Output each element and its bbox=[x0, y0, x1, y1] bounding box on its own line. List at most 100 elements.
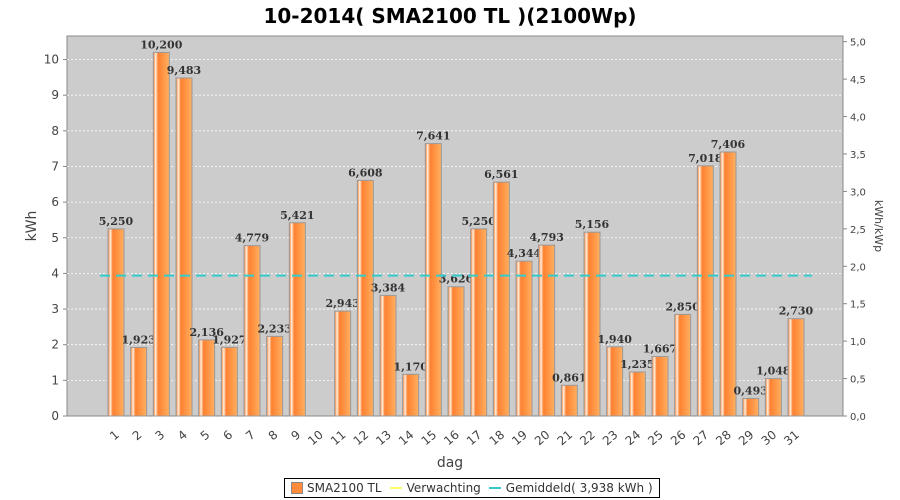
x-tick-label: 23 bbox=[600, 428, 621, 449]
legend-item-average: Gemiddeld( 3,938 kWh ) bbox=[505, 481, 653, 495]
y2-tick-label: 0,5 bbox=[850, 375, 866, 386]
bar-value-label: 3,384 bbox=[371, 281, 406, 294]
legend-item-expected: Verwachting bbox=[406, 481, 481, 495]
bar bbox=[492, 181, 510, 417]
bar bbox=[447, 286, 465, 417]
y-tick-label: 6 bbox=[51, 195, 59, 209]
x-tick-label: 6 bbox=[220, 428, 235, 444]
bar-value-label: 2,850 bbox=[665, 300, 700, 313]
bar-value-label: 6,608 bbox=[348, 166, 383, 179]
bar-value-label: 4,779 bbox=[235, 232, 269, 245]
bar bbox=[243, 245, 261, 417]
x-tick-label: 3 bbox=[152, 428, 167, 444]
bar bbox=[742, 397, 760, 417]
bar-value-label: 5,421 bbox=[280, 209, 314, 222]
bar bbox=[470, 228, 488, 417]
x-tick-label: 17 bbox=[464, 428, 485, 449]
bar-value-label: 1,048 bbox=[756, 365, 791, 378]
bar bbox=[402, 373, 420, 417]
x-tick-label: 25 bbox=[645, 428, 666, 449]
bar-value-label: 9,483 bbox=[167, 64, 201, 77]
x-tick-label: 4 bbox=[175, 428, 190, 444]
legend-swatch-bar bbox=[291, 482, 303, 494]
y2-tick-label: 4,5 bbox=[850, 75, 866, 86]
bar bbox=[356, 179, 374, 417]
bar bbox=[764, 378, 782, 417]
legend-swatch-average bbox=[488, 487, 501, 489]
bar bbox=[628, 371, 646, 417]
y-tick-label: 10 bbox=[44, 53, 59, 67]
bar-value-label: 7,018 bbox=[688, 152, 723, 165]
y-tick-label: 0 bbox=[51, 409, 59, 423]
bar-value-label: 1,235 bbox=[620, 358, 654, 371]
bar bbox=[651, 356, 669, 417]
x-tick-label: 28 bbox=[713, 428, 734, 449]
bar-value-label: 4,793 bbox=[529, 231, 563, 244]
bar-value-label: 4,344 bbox=[507, 247, 542, 260]
bar-value-label: 2,233 bbox=[257, 322, 291, 335]
bar-value-label: 2,136 bbox=[189, 326, 224, 339]
bar bbox=[696, 165, 714, 417]
x-tick-label: 13 bbox=[373, 428, 394, 449]
bar-value-label: 1,940 bbox=[597, 333, 632, 346]
bar bbox=[152, 51, 170, 417]
x-tick-label: 29 bbox=[736, 428, 757, 449]
y2-axis-label: kWh/kWp bbox=[872, 200, 885, 252]
y-tick-label: 4 bbox=[51, 266, 59, 280]
x-tick-label: 14 bbox=[396, 428, 417, 449]
bar-value-label: 5,250 bbox=[461, 215, 496, 228]
bar bbox=[560, 384, 578, 417]
y2-tick-label: 2,5 bbox=[850, 225, 866, 236]
x-tick-label: 19 bbox=[509, 428, 530, 449]
x-tick-label: 27 bbox=[691, 428, 712, 449]
x-tick-label: 5 bbox=[198, 428, 213, 444]
y2-tick-label: 1,5 bbox=[850, 300, 866, 311]
bar bbox=[288, 222, 306, 417]
bar-value-label: 0,861 bbox=[552, 371, 586, 384]
x-tick-label: 15 bbox=[419, 428, 440, 449]
bar-value-label: 1,927 bbox=[212, 333, 246, 346]
x-tick-label: 22 bbox=[577, 428, 598, 449]
x-tick-label: 8 bbox=[266, 428, 281, 444]
y-tick-label: 2 bbox=[51, 338, 59, 352]
bar bbox=[583, 231, 601, 417]
bar bbox=[606, 346, 624, 417]
y2-tick-label: 1,0 bbox=[850, 337, 866, 348]
bar bbox=[787, 318, 805, 417]
x-tick-label: 11 bbox=[328, 428, 349, 449]
bar-value-label: 7,406 bbox=[711, 138, 746, 151]
y2-tick-label: 3,5 bbox=[850, 150, 866, 161]
bar bbox=[220, 346, 238, 417]
bar-value-label: 1,667 bbox=[643, 343, 677, 356]
x-tick-label: 12 bbox=[351, 428, 372, 449]
y-tick-label: 9 bbox=[51, 88, 59, 102]
legend: SMA2100 TL Verwachting Gemiddeld( 3,938 … bbox=[284, 478, 660, 498]
legend-item-production: SMA2100 TL bbox=[307, 481, 382, 495]
bar bbox=[175, 77, 193, 417]
x-tick-label: 2 bbox=[130, 428, 145, 444]
y-tick-label: 5 bbox=[51, 231, 59, 245]
x-tick-label: 26 bbox=[668, 428, 689, 449]
x-tick-label: 21 bbox=[555, 428, 576, 449]
legend-swatch-expected bbox=[389, 487, 402, 489]
bar-value-label: 6,561 bbox=[484, 168, 518, 181]
x-tick-label: 18 bbox=[487, 428, 508, 449]
x-tick-label: 31 bbox=[781, 428, 802, 449]
y2-tick-label: 0,0 bbox=[850, 412, 866, 423]
bar bbox=[198, 339, 216, 417]
bar bbox=[334, 310, 352, 417]
x-tick-label: 7 bbox=[243, 428, 258, 444]
y-axis-label: kWh bbox=[24, 211, 40, 242]
y2-tick-label: 2,0 bbox=[850, 262, 866, 273]
y2-tick-label: 3,0 bbox=[850, 187, 866, 198]
bar-value-label: 2,730 bbox=[779, 305, 814, 318]
bar bbox=[424, 143, 442, 417]
y-tick-label: 8 bbox=[51, 124, 59, 138]
x-axis-label: dag bbox=[437, 455, 463, 471]
x-tick-label: 1 bbox=[107, 428, 122, 444]
y-tick-label: 7 bbox=[51, 159, 59, 173]
bar bbox=[107, 228, 125, 417]
bar bbox=[515, 260, 533, 417]
x-tick-label: 24 bbox=[623, 428, 644, 449]
